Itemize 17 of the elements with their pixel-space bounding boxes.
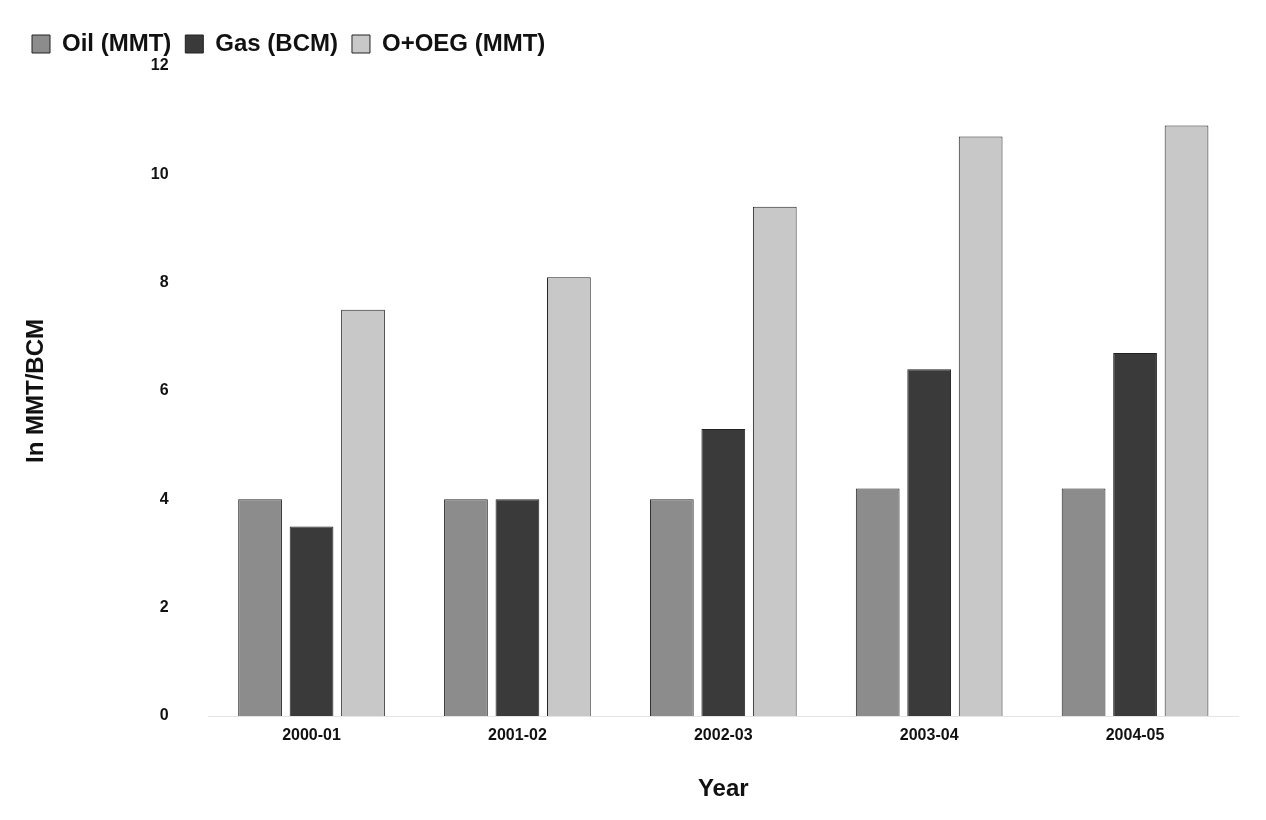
x-tick-label: 2001-02 [488,726,547,744]
y-tick-label: 4 [159,489,169,507]
legend-label: Gas (BCM) [215,28,338,56]
y-tick-label: 0 [159,706,169,724]
y-tick-label: 2 [159,598,169,616]
x-tick-label: 2003-04 [899,726,959,744]
x-axis-title: Year [697,774,749,802]
y-tick-label: 6 [159,381,169,399]
x-tick-label: 2004-05 [1105,726,1165,744]
x-tick-label: 2000-01 [282,726,341,744]
y-tick-label: 12 [150,56,169,74]
legend-label: O+OEG (MMT) [381,28,546,56]
y-axis-title: In MMT/BCM [21,319,49,463]
legend-label: Oil (MMT) [62,28,172,56]
x-tick-label: 2002-03 [693,726,753,744]
y-tick-label: 8 [159,273,169,291]
y-tick-label: 10 [150,164,169,182]
